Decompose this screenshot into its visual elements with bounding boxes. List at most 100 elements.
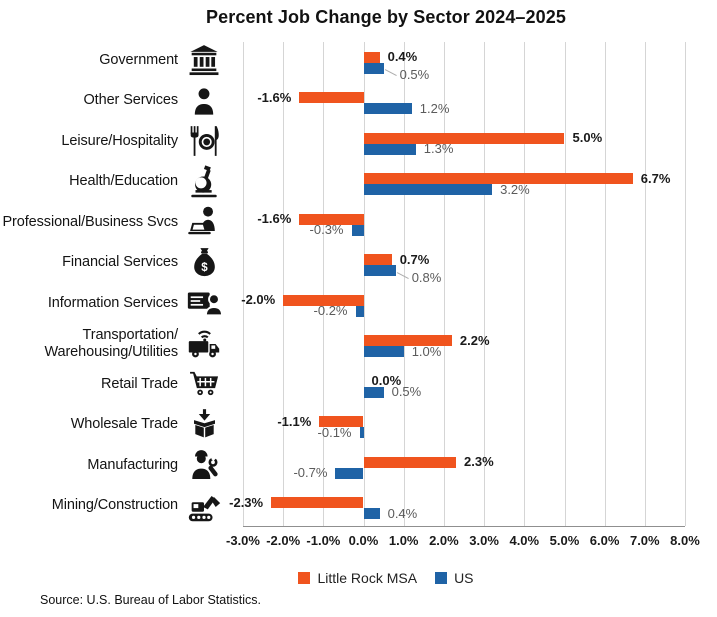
sector-label: Health/Education: [69, 173, 178, 190]
gridline: [363, 42, 365, 526]
x-tick-label: -3.0%: [226, 533, 260, 548]
legend-label-msa: Little Rock MSA: [317, 570, 418, 586]
x-tick-label: 2.0%: [429, 533, 459, 548]
bar-label-us: 0.8%: [411, 269, 442, 285]
money-bag-icon: $: [181, 243, 227, 284]
bar-msa: [299, 213, 364, 225]
leader-line: [384, 69, 397, 77]
sector-label: Professional/Business Svcs: [2, 213, 178, 230]
bar-us: [355, 305, 364, 317]
gridline: [484, 42, 486, 526]
leader-line: [396, 271, 409, 279]
sector-label: Leisure/Hospitality: [61, 132, 178, 149]
screen-person-icon: [181, 283, 227, 324]
bar-label-us: 1.0%: [411, 343, 442, 359]
x-tick-label: 1.0%: [388, 533, 419, 548]
gridline: [403, 42, 405, 526]
x-tick-label: -2.0%: [266, 533, 301, 548]
legend-item-us: US: [435, 570, 474, 586]
sector-label: Retail Trade: [101, 375, 178, 392]
bar-label-msa: 0.0%: [371, 373, 402, 389]
bar-label-us: -0.7%: [293, 465, 328, 481]
legend-swatch-us: [435, 572, 448, 584]
bar-msa: [363, 173, 633, 184]
bar-label-us: -0.2%: [313, 303, 348, 319]
bar-us: [363, 346, 404, 357]
bank-icon: [181, 40, 227, 81]
x-tick-label: 8.0%: [670, 533, 700, 548]
bar-label-msa: -2.3%: [229, 494, 264, 510]
bar-msa: [299, 92, 364, 103]
bar-us: [363, 265, 396, 276]
sector-label: Wholesale Trade: [70, 416, 178, 433]
sector-label: Other Services: [83, 92, 179, 109]
restaurant-icon: [181, 121, 227, 162]
x-tick-label: 5.0%: [549, 533, 580, 548]
bar-label-msa: -1.1%: [277, 413, 312, 429]
x-tick-label: -1.0%: [306, 533, 341, 548]
bar-us: [363, 143, 416, 155]
bar-label-us: -0.3%: [309, 222, 344, 238]
bar-label-us: 0.5%: [391, 384, 422, 400]
bar-us: [363, 184, 493, 195]
bar-msa: [283, 294, 364, 306]
gridline: [243, 42, 244, 526]
x-tick-label: 0.0%: [348, 533, 379, 548]
bar-msa: [271, 497, 364, 508]
gridline: [443, 42, 445, 526]
bar-us: [351, 224, 364, 236]
bar-msa: [363, 456, 456, 468]
sector-label: Mining/Construction: [51, 497, 178, 514]
bar-label-msa: -2.0%: [241, 292, 276, 308]
bar-label-msa: 6.7%: [640, 170, 671, 186]
person-laptop-icon: [181, 202, 227, 243]
gridline: [524, 42, 526, 526]
sector-label: Government: [99, 51, 178, 68]
legend-label-us: US: [454, 570, 474, 586]
bar-us: [359, 427, 364, 438]
source-note: Source: U.S. Bureau of Labor Statistics.: [40, 593, 261, 607]
legend-swatch-msa: [298, 572, 311, 584]
x-tick-label: 3.0%: [469, 533, 499, 548]
bar-label-msa: 5.0%: [572, 130, 603, 146]
bar-label-us: 0.4%: [387, 505, 418, 521]
gridline: [685, 42, 686, 526]
microscope-icon: [181, 162, 227, 203]
bar-us: [363, 62, 384, 74]
bar-label-msa: -1.6%: [257, 89, 292, 105]
bar-label-us: 0.5%: [399, 67, 430, 83]
bar-label-msa: 2.3%: [464, 454, 494, 470]
x-tick-label: 6.0%: [589, 533, 620, 548]
bar-msa: [363, 335, 452, 346]
bar-msa: [319, 416, 364, 427]
legend-item-msa: Little Rock MSA: [298, 570, 417, 586]
bar-label-us: -0.1%: [317, 424, 352, 440]
bar-label-msa: 0.4%: [387, 49, 418, 65]
x-tick-label: 4.0%: [509, 533, 540, 548]
svg-text:$: $: [201, 262, 208, 274]
excavator-icon: [181, 486, 227, 527]
bar-msa: [363, 132, 565, 144]
bar-us: [363, 103, 412, 114]
bar-label-us: 3.2%: [500, 181, 530, 197]
bar-label-msa: 0.7%: [399, 251, 430, 267]
worker-icon: [181, 445, 227, 486]
sector-label: Financial Services: [62, 254, 178, 271]
person-icon: [181, 81, 227, 122]
bar-us: [363, 386, 384, 398]
plot-area: 0.4% 0.5% -1.6% 1.2% 5.0% 1.3% 6.7% 3.2% -1.6% -0…: [229, 40, 686, 527]
sector-label: Transportation/ Warehousing/Utilities: [44, 326, 178, 360]
bar-label-msa: 2.2%: [459, 332, 490, 348]
bar-msa: [363, 51, 380, 63]
gridline: [283, 42, 285, 526]
gridline: [604, 42, 606, 526]
bar-label-msa: -1.6%: [257, 211, 292, 227]
bar-msa: [363, 254, 392, 265]
bar-us: [363, 508, 380, 519]
bar-label-us: 1.3%: [423, 141, 454, 157]
gridline: [323, 42, 325, 526]
delivery-truck-icon: [181, 324, 227, 365]
chart-title: Percent Job Change by Sector 2024–2025: [206, 7, 566, 27]
gridline: [564, 42, 566, 526]
